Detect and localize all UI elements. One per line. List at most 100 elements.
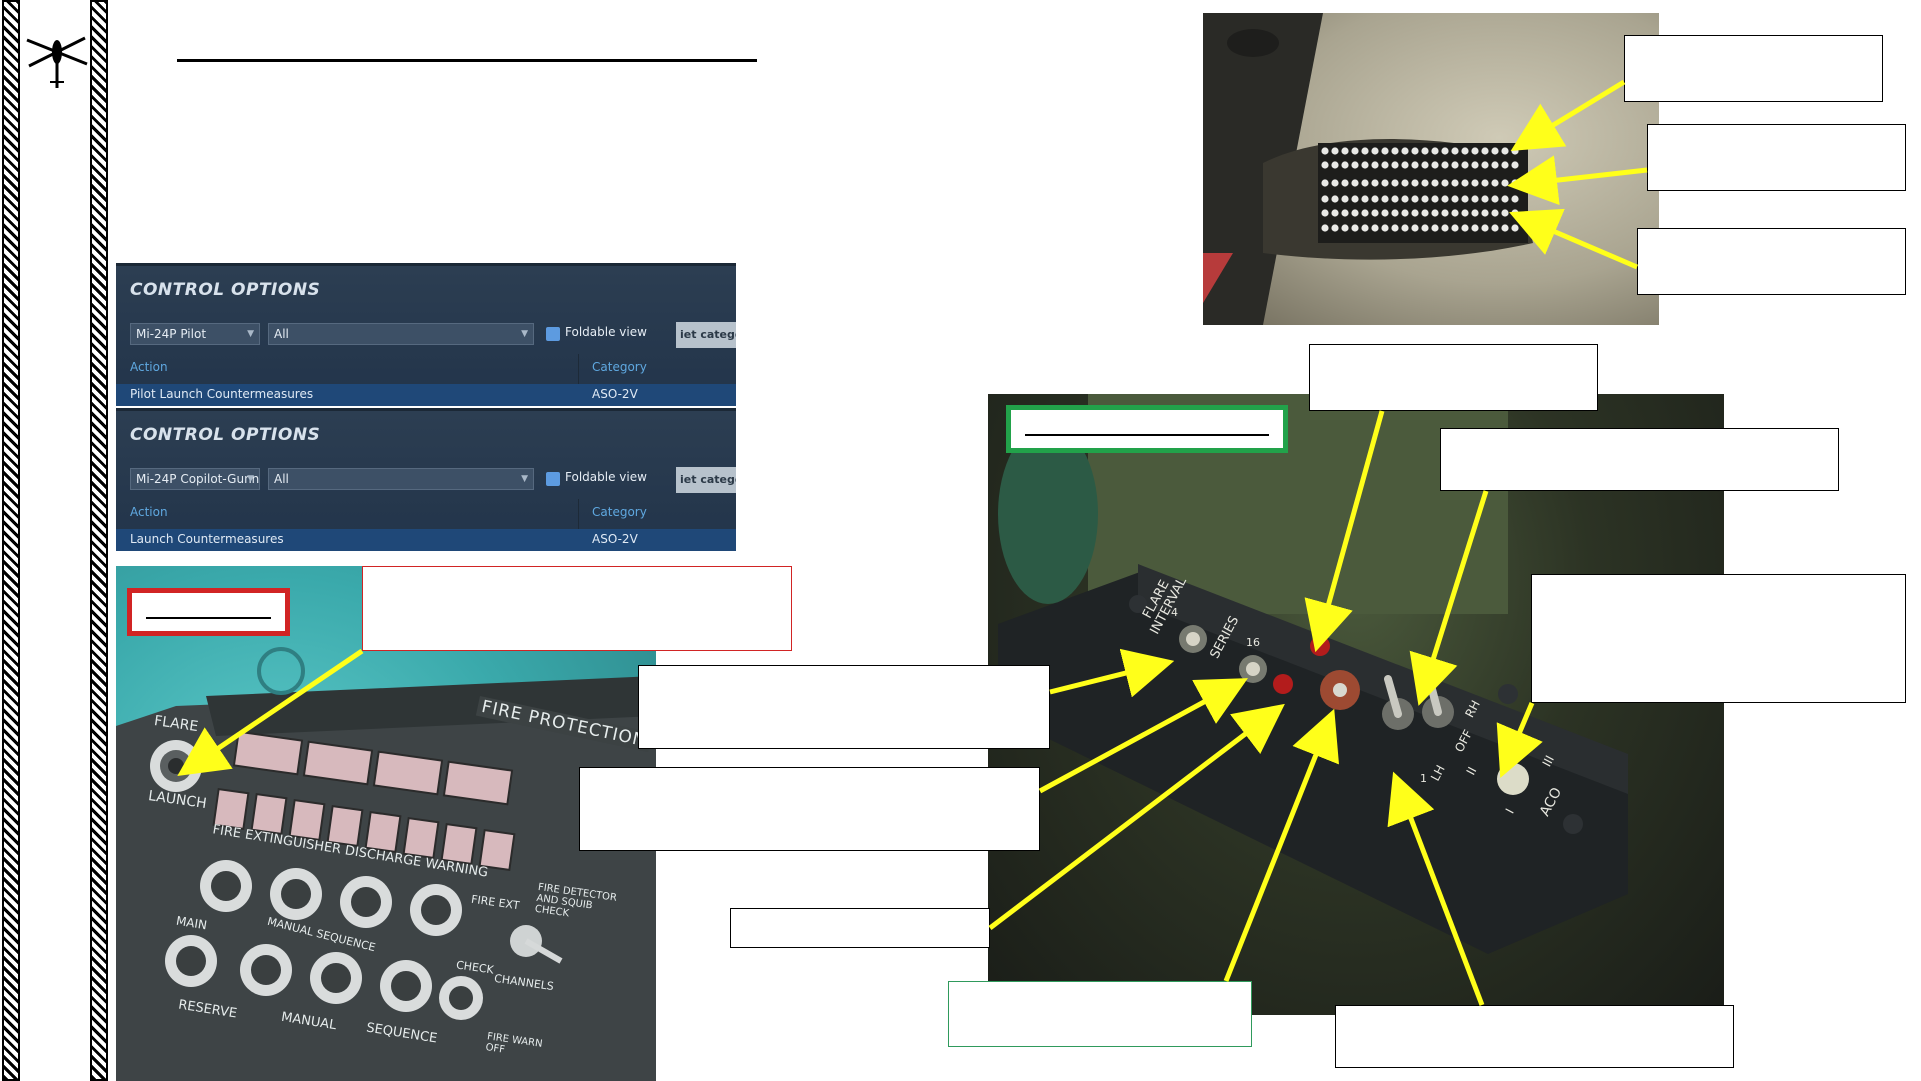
foldable-view-checkbox[interactable] <box>546 327 560 341</box>
dispenser-cell <box>1371 161 1378 168</box>
category-select[interactable]: All ▼ <box>268 468 534 490</box>
red-title-tag <box>127 588 290 636</box>
reset-category-button[interactable]: iet catego <box>676 467 736 493</box>
table-row[interactable]: Launch Countermeasures ASO-2V <box>116 529 736 551</box>
callout-dispenser-mid <box>1647 124 1906 191</box>
dispenser-cell <box>1321 161 1328 168</box>
dispenser-cell <box>1321 147 1328 154</box>
dispenser-cell <box>1401 179 1408 186</box>
dispenser-cell <box>1361 209 1368 216</box>
dispenser-cell <box>1441 224 1448 231</box>
col-category: Category <box>592 360 647 374</box>
dispenser-cell <box>1381 179 1388 186</box>
callout-dispenser-top <box>1624 35 1883 102</box>
dispenser-cell <box>1401 161 1408 168</box>
dispenser-cell <box>1451 224 1458 231</box>
reset-category-button[interactable]: iet catego <box>676 322 736 348</box>
dispenser-cell <box>1441 147 1448 154</box>
dispenser-cell <box>1381 147 1388 154</box>
left-hatched-rail <box>2 0 20 1081</box>
dispenser-cell <box>1461 209 1468 216</box>
dispenser-cell <box>1341 147 1348 154</box>
dispenser-cell <box>1501 179 1508 186</box>
dispenser-cell <box>1351 224 1358 231</box>
row-category: ASO-2V <box>592 532 638 546</box>
dispenser-cell <box>1461 195 1468 202</box>
aircraft-select[interactable]: Mi-24P Copilot-Gunn ▼ <box>130 468 260 490</box>
dispenser-cell <box>1491 161 1498 168</box>
dispenser-cell <box>1361 179 1368 186</box>
dispenser-cell <box>1321 224 1328 231</box>
dispenser-cell <box>1491 195 1498 202</box>
dispenser-cell <box>1361 147 1368 154</box>
row-action: Pilot Launch Countermeasures <box>130 387 313 401</box>
dispenser-cell <box>1391 161 1398 168</box>
num-4-label: 4 <box>1171 606 1178 619</box>
control-options-copilot: CONTROL OPTIONS Mi-24P Copilot-Gunn ▼ All… <box>116 408 736 550</box>
callout-panel-right-1 <box>1440 428 1839 491</box>
dispenser-cell <box>1511 161 1518 168</box>
dispenser-cell <box>1351 161 1358 168</box>
dispenser-cell <box>1401 147 1408 154</box>
dispenser-cell <box>1441 161 1448 168</box>
dispenser-cell <box>1431 224 1438 231</box>
dispenser-cell <box>1471 195 1478 202</box>
dispenser-cell <box>1371 147 1378 154</box>
category-select[interactable]: All ▼ <box>268 323 534 345</box>
title-underline <box>177 59 757 62</box>
dispenser-cell <box>1371 179 1378 186</box>
callout-side-switch <box>1335 1005 1734 1068</box>
dispenser-cell <box>1411 195 1418 202</box>
dispenser-cell <box>1501 209 1508 216</box>
dispenser-cell <box>1451 209 1458 216</box>
dispenser-cell <box>1481 195 1488 202</box>
dispenser-cell <box>1471 161 1478 168</box>
aircraft-select[interactable]: Mi-24P Pilot ▼ <box>130 323 260 345</box>
dispenser-cell <box>1431 161 1438 168</box>
dispenser-cell <box>1331 224 1338 231</box>
dispenser-cell <box>1481 209 1488 216</box>
dispenser-cell <box>1331 161 1338 168</box>
dispenser-cell <box>1361 224 1368 231</box>
foldable-view-checkbox[interactable] <box>546 472 560 486</box>
dispenser-cell <box>1451 179 1458 186</box>
dispenser-cell <box>1421 161 1428 168</box>
table-row[interactable]: Pilot Launch Countermeasures ASO-2V <box>116 384 736 406</box>
dispenser-cell <box>1411 147 1418 154</box>
dispenser-cell <box>1411 209 1418 216</box>
dispenser-cell <box>1491 224 1498 231</box>
dispenser-cell <box>1441 179 1448 186</box>
dispenser-cell <box>1401 209 1408 216</box>
flare-dispenser-photo <box>1203 13 1659 325</box>
dispenser-cell <box>1321 195 1328 202</box>
callout-dispenser-bottom <box>1637 228 1906 295</box>
dispenser-cell <box>1441 195 1448 202</box>
row-action: Launch Countermeasures <box>130 532 284 546</box>
dispenser-cell <box>1381 224 1388 231</box>
dispenser-cell <box>1451 147 1458 154</box>
dispenser-cell <box>1351 195 1358 202</box>
dispenser-cell <box>1491 147 1498 154</box>
dispenser-cell <box>1321 179 1328 186</box>
callout-flare-launch <box>362 566 792 651</box>
dispenser-cell <box>1431 195 1438 202</box>
dispenser-cell <box>1481 147 1488 154</box>
dispenser-cell <box>1331 179 1338 186</box>
dispenser-cell <box>1351 147 1358 154</box>
dispenser-cell <box>1381 209 1388 216</box>
callout-panel-right-2 <box>1531 574 1906 703</box>
col-action: Action <box>130 360 168 374</box>
dispenser-cell <box>1321 209 1328 216</box>
dispenser-cell <box>1451 161 1458 168</box>
dispenser-cell <box>1371 209 1378 216</box>
dispenser-cell <box>1511 209 1518 216</box>
dispenser-cell <box>1491 209 1498 216</box>
callout-panel-top <box>1309 344 1598 411</box>
dispenser-cell <box>1431 209 1438 216</box>
dispenser-cell <box>1401 195 1408 202</box>
dispenser-cell <box>1381 195 1388 202</box>
col-action: Action <box>130 505 168 519</box>
dispenser-cell <box>1341 209 1348 216</box>
dispenser-cell <box>1471 209 1478 216</box>
dispenser-cell <box>1501 195 1508 202</box>
